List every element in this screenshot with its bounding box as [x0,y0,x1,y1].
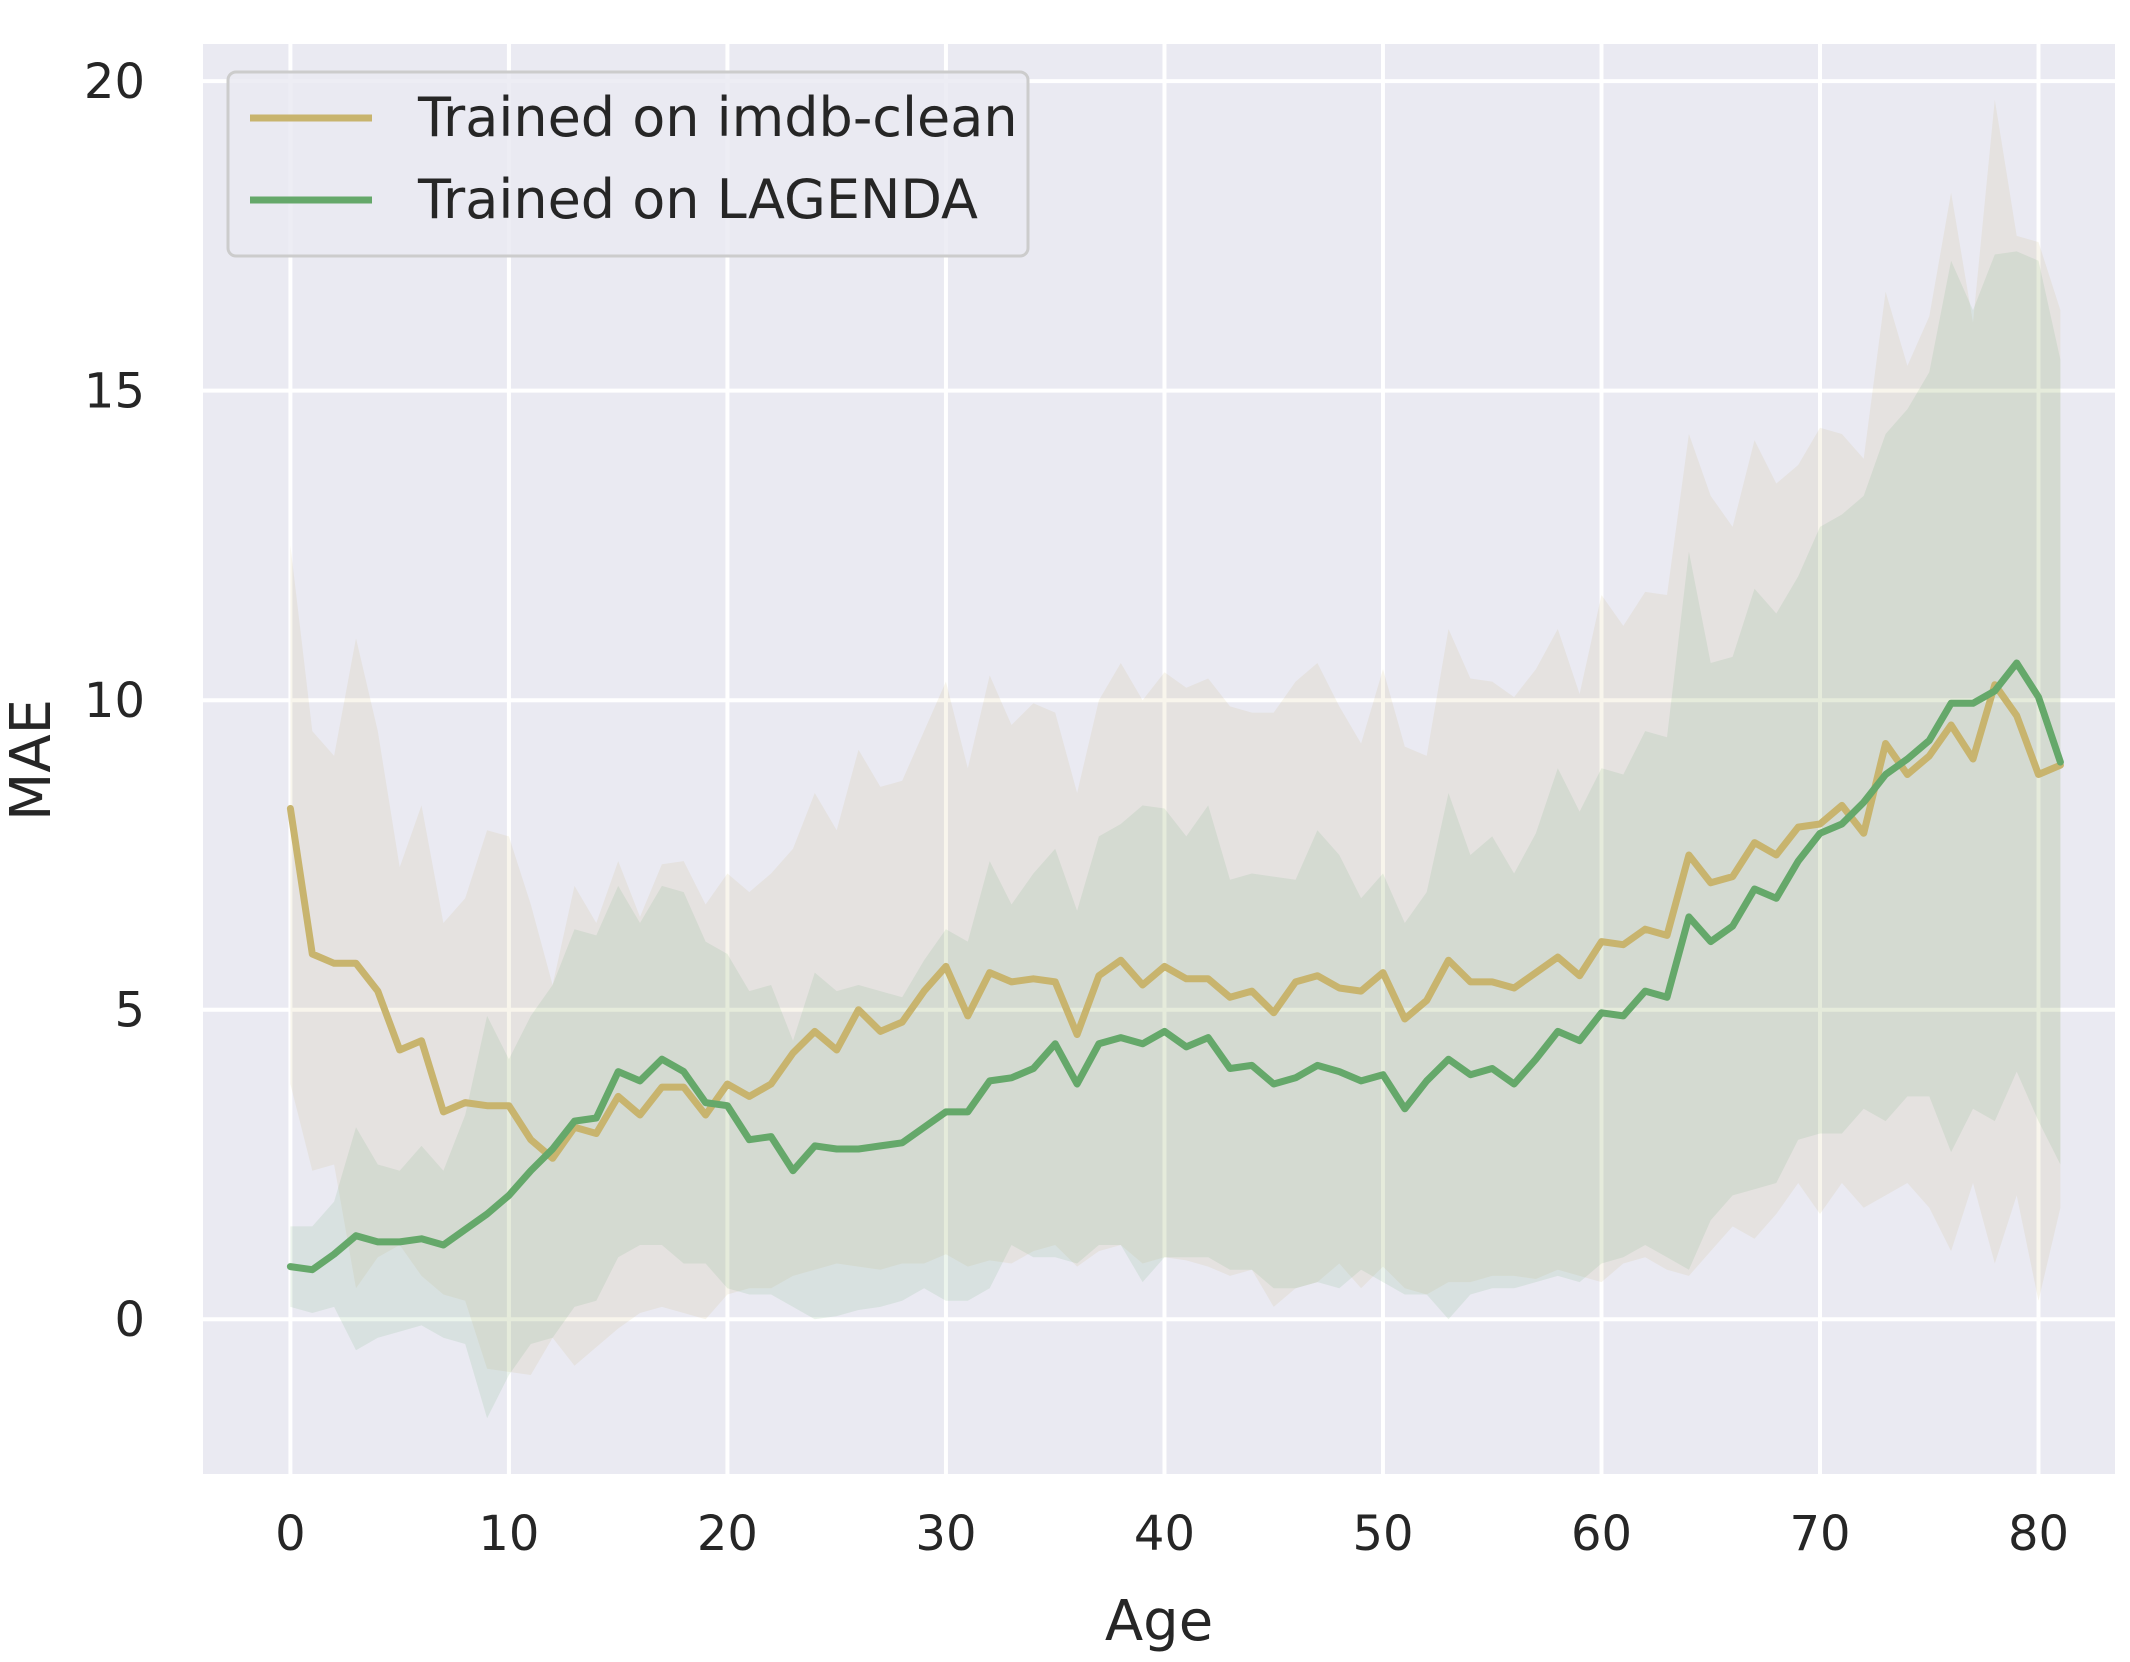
x-tick-label-30: 30 [915,1506,976,1562]
x-tick-label-60: 60 [1571,1506,1632,1562]
x-tick-labels: 0 10 20 30 40 50 60 70 80 [275,1506,2069,1562]
legend-label-lagenda: Trained on LAGENDA [417,168,978,231]
gridlines [203,44,2115,1474]
band-series-0 [290,99,2061,1376]
x-tick-label-70: 70 [1789,1506,1850,1562]
x-tick-label-20: 20 [697,1506,758,1562]
legend: Trained on imdb-clean Trained on LAGENDA [226,70,1030,258]
y-tick-label-5: 5 [114,983,145,1039]
series-lines [286,659,2064,1274]
legend-label-imdb-clean: Trained on imdb-clean [417,86,1018,149]
x-tick-label-40: 40 [1134,1506,1195,1562]
y-tick-label-10: 10 [84,673,145,729]
x-tick-label-10: 10 [478,1506,539,1562]
line-series-0 [286,681,2064,1162]
x-tick-label-80: 80 [2008,1506,2069,1562]
x-axis-title: Age [1105,1589,1213,1654]
y-tick-label-15: 15 [84,364,145,420]
y-axis-title: MAE [0,699,64,821]
y-tick-label-0: 0 [114,1292,145,1348]
x-tick-label-0: 0 [275,1506,306,1562]
y-tick-labels: 0 5 10 15 20 [84,54,145,1348]
y-tick-label-20: 20 [84,54,145,110]
legend-box [226,70,1030,258]
line-series-1 [286,659,2064,1274]
band-series-1 [290,251,2061,1419]
confidence-bands [290,99,2061,1419]
x-tick-label-50: 50 [1352,1506,1413,1562]
plot-background [203,44,2115,1474]
